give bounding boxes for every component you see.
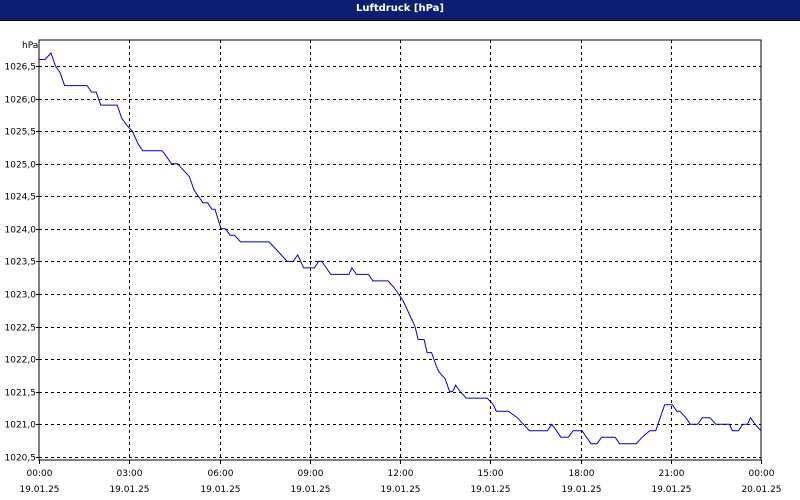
x-tick-time-label: 09:00 [298, 469, 324, 479]
x-tick-time-label: 15:00 [478, 469, 504, 479]
pressure-chart: hPa 1020,5 1021,0 1021,5 1022,0 1022,5 1023,0… [5, 39, 782, 495]
x-tick-time-label: 06:00 [208, 469, 234, 479]
x-tick-time-label: 00:00 [27, 469, 53, 479]
x-tick-date-label: 19.01.25 [290, 485, 330, 495]
y-tick-label: 1026,5 [5, 63, 37, 73]
x-tick-time-label: 03:00 [117, 469, 143, 479]
y-tick-label: 1022,5 [5, 324, 37, 334]
grid-lines [39, 40, 761, 460]
y-tick-label: 1022,0 [5, 356, 37, 366]
y-tick-label: 1024,5 [5, 193, 37, 203]
x-tick-date-label: 19.01.25 [200, 485, 240, 495]
x-tick-date-label: 19.01.25 [651, 485, 691, 495]
series-group [39, 52, 762, 445]
chart-title: Luftdruck [hPa] [356, 3, 444, 14]
x-tick-time-label: 00:00 [749, 469, 775, 479]
x-tick-time-label: 18:00 [569, 469, 595, 479]
y-tick-label: 1026,0 [5, 96, 37, 106]
y-tick-label: 1025,0 [5, 161, 37, 171]
y-tick-label: 1023,0 [5, 291, 37, 301]
x-tick-time-label: 21:00 [659, 469, 685, 479]
y-tick-label: 1025,5 [5, 128, 37, 138]
x-tick-date-label: 19.01.25 [561, 485, 601, 495]
x-tick-date-label: 19.01.25 [380, 485, 420, 495]
y-tick-label: 1021,0 [5, 421, 37, 431]
x-tick-date-label: 19.01.25 [470, 485, 510, 495]
y-tick-label: 1023,5 [5, 258, 37, 268]
x-axis: 00:00 19.01.25 03:00 19.01.25 06:00 19.01.25 0… [19, 460, 782, 495]
x-tick-date-label: 19.01.25 [109, 485, 149, 495]
title-bar: Luftdruck [hPa] [0, 0, 800, 21]
x-tick-date-label: 20.01.25 [741, 485, 781, 495]
series-line-luftdruck [39, 52, 762, 445]
y-tick-label: 1020,5 [5, 454, 37, 464]
y-tick-label: 1024,0 [5, 226, 37, 236]
x-tick-date-label: 19.01.25 [19, 485, 59, 495]
y-axis: 1020,5 1021,0 1021,5 1022,0 1022,5 1023,0 1023… [5, 63, 39, 464]
y-tick-label: 1021,5 [5, 389, 37, 399]
y-axis-unit-label: hPa [22, 41, 38, 51]
x-tick-time-label: 12:00 [388, 469, 414, 479]
